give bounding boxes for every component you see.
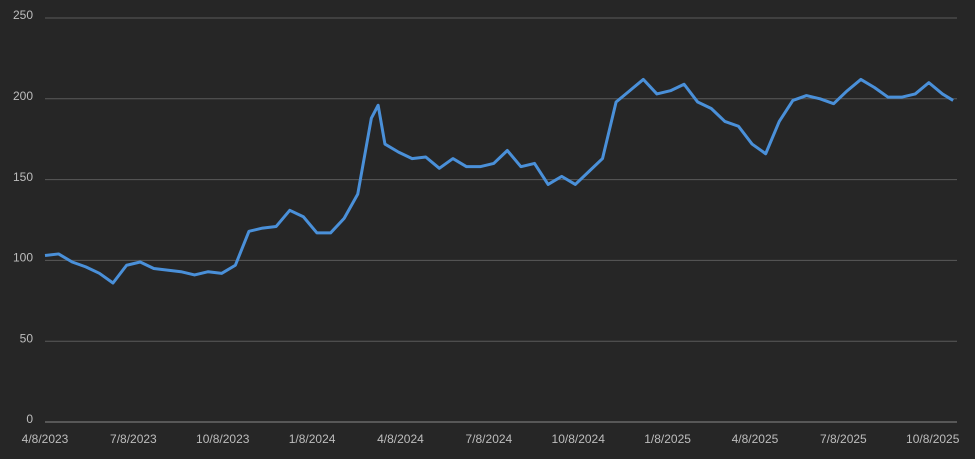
y-tick-label: 50 (20, 331, 34, 345)
x-tick-label: 10/8/2024 (552, 432, 606, 446)
x-tick-label: 1/8/2025 (644, 432, 691, 446)
x-tick-label: 7/8/2024 (466, 432, 513, 446)
y-tick-label: 100 (13, 251, 33, 265)
y-tick-label: 200 (13, 89, 33, 103)
y-tick-label: 150 (13, 170, 33, 184)
x-tick-label: 10/8/2023 (196, 432, 250, 446)
y-tick-label: 0 (26, 412, 33, 426)
x-tick-label: 4/8/2024 (377, 432, 424, 446)
x-tick-label: 7/8/2023 (110, 432, 157, 446)
x-tick-label: 4/8/2023 (22, 432, 69, 446)
y-tick-label: 250 (13, 8, 33, 22)
x-tick-label: 7/8/2025 (820, 432, 867, 446)
x-tick-label: 10/8/2025 (906, 432, 960, 446)
x-tick-label: 1/8/2024 (289, 432, 336, 446)
line-series (44, 77, 954, 285)
x-tick-label: 4/8/2025 (732, 432, 779, 446)
